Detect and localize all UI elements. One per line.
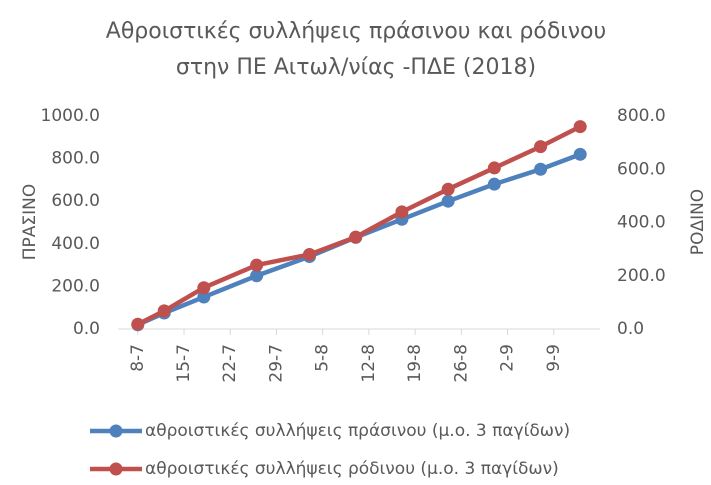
x-tick-label: 29-7 [266, 344, 286, 383]
chart-title: στην ΠΕ Αιτωλ/νίας -ΠΔΕ (2018) [176, 55, 536, 80]
x-tick-label: 12-8 [359, 344, 379, 383]
x-tick-label: 8-7 [128, 344, 148, 372]
legend-label: αθροιστικές συλλήψεις ρόδινου (μ.ο. 3 πα… [145, 459, 559, 479]
y-axis-label: ΠΡΑΣΙΝΟ [20, 184, 40, 261]
x-tick-label: 5-8 [313, 344, 333, 372]
point [487, 177, 501, 191]
y2-axis-label: ΡΟΔΙΝΟ [688, 189, 708, 255]
point [441, 194, 455, 208]
legend-marker [109, 462, 123, 476]
x-tick-label: 19-8 [405, 344, 425, 383]
point [395, 205, 409, 219]
point [157, 304, 171, 318]
point [573, 120, 587, 134]
point [487, 161, 501, 175]
x-tick-label: 15-7 [174, 344, 194, 383]
chart-title: Αθροιστικές συλλήψεις πράσινου και ρόδιν… [106, 19, 606, 44]
point [197, 281, 211, 295]
y-tick-label: 0.0 [73, 319, 100, 339]
x-tick-label: 22-7 [220, 344, 240, 383]
y2-tick-label: 400.0 [617, 213, 666, 233]
y2-tick-label: 0.0 [617, 319, 644, 339]
y-tick-label: 800.0 [51, 149, 100, 169]
point [302, 247, 316, 261]
point [441, 182, 455, 196]
y2-tick-label: 200.0 [617, 266, 666, 286]
point [250, 258, 264, 272]
y2-tick-label: 600.0 [617, 159, 666, 179]
x-tick-label: 2-9 [498, 344, 518, 372]
point [197, 290, 211, 304]
point [349, 230, 363, 244]
x-tick-label: 26-8 [451, 344, 471, 383]
point [250, 269, 264, 283]
legend-label: αθροιστικές συλλήψεις πράσινου (μ.ο. 3 π… [145, 421, 570, 441]
y-tick-label: 400.0 [51, 234, 100, 254]
y-tick-label: 600.0 [51, 191, 100, 211]
y2-tick-label: 800.0 [617, 106, 666, 126]
point [534, 140, 548, 154]
point [573, 147, 587, 161]
y-tick-label: 1000.0 [41, 106, 100, 126]
point [131, 317, 145, 331]
y-tick-label: 200.0 [51, 276, 100, 296]
legend-marker [109, 424, 123, 438]
point [534, 162, 548, 176]
x-tick-label: 9-9 [544, 344, 564, 372]
